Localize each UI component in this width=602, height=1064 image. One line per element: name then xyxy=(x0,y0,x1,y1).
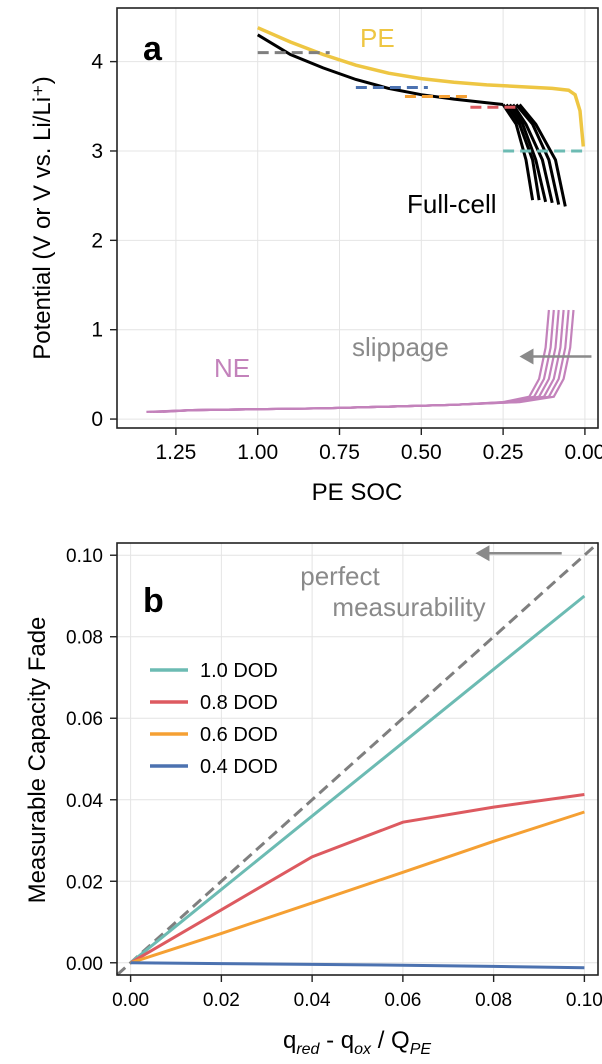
x-label-q: q xyxy=(283,1027,296,1054)
ne-curve-label: NE xyxy=(214,353,250,383)
x-label-ox-subscript: ox xyxy=(354,1041,372,1058)
perfect-measurability-line-2: measurability xyxy=(332,592,485,622)
panel-b-ticks: 0.00 0.02 0.04 0.06 0.08 0.10 0.00 0.02 0.04 0.06… xyxy=(66,546,602,1011)
x-label-mid: - q xyxy=(319,1027,354,1054)
panel-b-x-tick-label: 0.06 xyxy=(384,990,421,1011)
legend-label: 0.8 DOD xyxy=(200,692,278,714)
panel-a-label: a xyxy=(143,30,163,68)
panel-a-y-axis-label: Potential (V or V vs. Li/Li⁺) xyxy=(29,76,56,359)
full-cell-curve xyxy=(256,33,504,106)
slippage-arrow-head xyxy=(519,348,534,365)
panel-b-y-tick-label: 0.10 xyxy=(66,546,103,567)
ne-curve-1 xyxy=(146,309,550,413)
pe-curve xyxy=(256,26,586,147)
panel-b-frame xyxy=(116,542,599,976)
panel-b-y-tick-label: 0.04 xyxy=(66,791,103,812)
panel-a-y-tick-label: 2 xyxy=(91,229,103,252)
panel-b-y-tick-label: 0.02 xyxy=(66,872,103,893)
panel-b-x-tick-label: 0.04 xyxy=(294,990,331,1011)
panel-a-y-tick-label: 4 xyxy=(91,51,103,74)
full-cell-tail-2 xyxy=(505,103,541,201)
series-line-0-6-dod xyxy=(130,810,585,965)
panel-b: 0.00 0.02 0.04 0.06 0.08 0.10 0.00 0.02 0.04 0.06… xyxy=(24,541,602,1058)
panel-b-x-axis-label: qred - qox / QPE xyxy=(283,1027,431,1058)
panel-b-y-tick-label: 0.06 xyxy=(66,709,103,730)
legend-label: 0.6 DOD xyxy=(200,724,278,746)
panel-b-x-tick-label: 0.10 xyxy=(566,990,602,1011)
series-line-0-4-dod xyxy=(130,961,585,970)
full-cell-tail-4 xyxy=(511,103,554,204)
panel-b-x-tick-label: 0.08 xyxy=(475,990,512,1011)
panel-a-y-tick-label: 0 xyxy=(91,408,103,431)
legend-label: 0.4 DOD xyxy=(200,756,278,778)
panel-b-label: b xyxy=(143,582,164,620)
panel-a-y-tick-label: 3 xyxy=(91,140,103,163)
perfect-measurability-line-1: perfect xyxy=(300,561,380,591)
legend-label: 1.0 DOD xyxy=(200,660,278,682)
series-line-1-0-dod xyxy=(129,594,586,964)
panel-a-ticks: 1.25 1.00 0.75 0.50 0.25 0.00 0 1 2 3 4 xyxy=(91,51,602,464)
panel-a-x-tick-label: 0.75 xyxy=(319,441,360,464)
panel-a-x-axis-label: PE SOC xyxy=(312,479,403,506)
full-cell-tail-5 xyxy=(515,103,561,205)
full-cell-label: Full-cell xyxy=(407,189,497,219)
perfect-measurability-line xyxy=(115,541,600,977)
slippage-label: slippage xyxy=(352,332,449,362)
x-label-slash: / Q xyxy=(371,1027,410,1054)
full-cell-tail-3 xyxy=(508,103,548,203)
full-cell-tail-6 xyxy=(518,103,567,207)
x-label-pe-subscript: PE xyxy=(410,1041,432,1058)
panel-a: 1.25 1.00 0.75 0.50 0.25 0.00 0 1 2 3 4 a PE Full-… xyxy=(29,7,602,506)
panel-a-x-tick-label: 1.00 xyxy=(237,441,278,464)
ne-curve-6 xyxy=(162,309,575,413)
panel-a-x-tick-label: 0.25 xyxy=(483,441,524,464)
panel-a-y-tick-label: 1 xyxy=(91,319,103,342)
panel-b-y-tick-label: 0.00 xyxy=(66,954,103,975)
panel-b-y-tick-label: 0.08 xyxy=(66,628,103,649)
panel-a-series xyxy=(146,26,586,413)
full-cell-tail-1 xyxy=(501,103,535,201)
panel-b-grid xyxy=(117,543,598,975)
panel-b-series xyxy=(115,541,600,977)
panel-a-frame xyxy=(116,7,599,429)
slippage-arrow xyxy=(519,348,592,365)
pe-curve-label: PE xyxy=(360,23,395,53)
panel-b-x-tick-label: 0.02 xyxy=(203,990,240,1011)
panel-a-x-tick-label: 0.00 xyxy=(564,441,602,464)
perfect-measurability-arrow xyxy=(475,545,562,562)
panel-a-x-tick-label: 1.25 xyxy=(155,441,196,464)
panel-b-x-tick-label: 0.00 xyxy=(112,990,149,1011)
panel-a-x-tick-label: 0.50 xyxy=(401,441,442,464)
x-label-red-subscript: red xyxy=(296,1041,320,1058)
panel-b-legend: 1.0 DOD 0.8 DOD 0.6 DOD 0.4 DOD xyxy=(150,660,278,778)
perfect-measurability-arrow-head xyxy=(475,545,490,562)
panel-a-grid xyxy=(117,8,598,428)
panel-b-y-axis-label: Measurable Capacity Fade xyxy=(24,617,51,904)
series-line-0-8-dod xyxy=(129,793,585,965)
